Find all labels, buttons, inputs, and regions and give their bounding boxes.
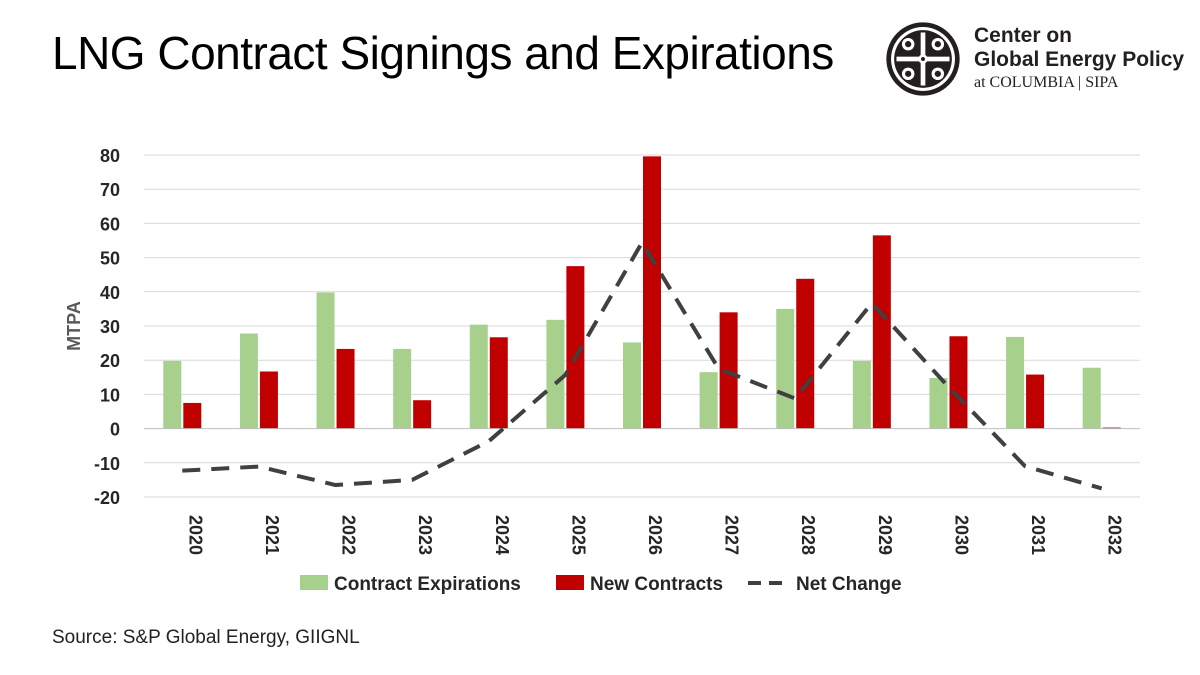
bar-contract-expirations-2029 bbox=[852, 360, 871, 429]
y-tick-label: 30 bbox=[100, 317, 120, 337]
bar-contract-expirations-2022 bbox=[316, 292, 335, 429]
bar-new-contracts-2024 bbox=[489, 337, 508, 429]
bar-new-contracts-2020 bbox=[183, 402, 202, 429]
bar-new-contracts-2022 bbox=[336, 348, 355, 429]
x-tick-label-2026: 2026 bbox=[645, 515, 665, 555]
bar-new-contracts-2025 bbox=[566, 266, 585, 429]
bar-contract-expirations-2032 bbox=[1082, 367, 1101, 429]
y-tick-label: 20 bbox=[100, 351, 120, 371]
x-tick-label-2021: 2021 bbox=[262, 515, 282, 555]
legend-new-contracts-label: New Contracts bbox=[590, 574, 723, 595]
bars bbox=[163, 156, 1121, 429]
y-tick-label: 50 bbox=[100, 249, 120, 269]
source-note: Source: S&P Global Energy, GIIGNL bbox=[52, 627, 360, 648]
legend-new-contracts: New Contracts bbox=[556, 574, 723, 595]
bar-new-contracts-2027 bbox=[719, 312, 738, 429]
y-tick-label: 60 bbox=[100, 214, 120, 234]
bar-contract-expirations-2021 bbox=[239, 333, 258, 429]
x-tick-label-2027: 2027 bbox=[722, 515, 742, 555]
y-tick-label: 10 bbox=[100, 385, 120, 405]
bar-contract-expirations-2028 bbox=[776, 308, 795, 429]
bar-new-contracts-2030 bbox=[949, 336, 968, 429]
bar-contract-expirations-2020 bbox=[163, 360, 182, 429]
logo-line-global-energy-policy: Global Energy Policy bbox=[974, 48, 1185, 71]
x-tick-label-2029: 2029 bbox=[875, 515, 895, 555]
bar-new-contracts-2031 bbox=[1026, 374, 1045, 429]
legend: Contract Expirations New Contracts Net Cha… bbox=[300, 574, 902, 595]
cgep-logo: Center on Global Energy Policy at COLUMB… bbox=[884, 20, 1194, 100]
legend-contract-expirations-label: Contract Expirations bbox=[334, 574, 521, 595]
x-tick-label-2030: 2030 bbox=[951, 515, 971, 555]
x-tick-label-2020: 2020 bbox=[185, 515, 205, 555]
x-tick-label-2024: 2024 bbox=[492, 515, 512, 555]
x-tick-label-2025: 2025 bbox=[568, 515, 588, 555]
bar-new-contracts-2032 bbox=[1102, 427, 1121, 429]
columbia-crown-emblem-icon bbox=[886, 22, 960, 96]
net-change-line bbox=[182, 240, 1103, 491]
net-change-series bbox=[182, 240, 1103, 491]
legend-net-change-label: Net Change bbox=[796, 574, 902, 595]
y-tick-label: 70 bbox=[100, 180, 120, 200]
y-axis-ticks: -20 -10 0 10 20 30 40 50 60 70 80 bbox=[94, 146, 120, 508]
bar-contract-expirations-2023 bbox=[393, 348, 412, 429]
y-axis-label: MTPA bbox=[64, 301, 84, 351]
logo-line-columbia-sipa: at COLUMBIA | SIPA bbox=[974, 74, 1119, 91]
bar-contract-expirations-2024 bbox=[469, 324, 488, 429]
page-title: LNG Contract Signings and Expirations bbox=[52, 27, 834, 79]
bar-new-contracts-2026 bbox=[643, 156, 661, 429]
x-tick-label-2032: 2032 bbox=[1105, 515, 1125, 555]
logo-line-center-on: Center on bbox=[974, 24, 1073, 47]
bar-new-contracts-2028 bbox=[796, 278, 815, 429]
y-tick-label: 40 bbox=[100, 283, 120, 303]
bar-new-contracts-2021 bbox=[259, 371, 278, 429]
y-tick-label: -10 bbox=[94, 454, 120, 474]
bar-contract-expirations-2026 bbox=[623, 342, 641, 429]
y-tick-label: 80 bbox=[100, 146, 120, 166]
bar-contract-expirations-2025 bbox=[546, 319, 565, 429]
y-tick-label: -20 bbox=[94, 488, 120, 508]
legend-net-change: Net Change bbox=[748, 574, 902, 595]
bar-contract-expirations-2031 bbox=[1006, 336, 1025, 429]
bar-new-contracts-2029 bbox=[872, 235, 891, 429]
bar-new-contracts-2023 bbox=[413, 400, 432, 429]
y-tick-label: 0 bbox=[110, 420, 120, 440]
x-tick-label-2031: 2031 bbox=[1028, 515, 1048, 555]
x-tick-label-2023: 2023 bbox=[415, 515, 435, 555]
x-axis-ticks: 2020 2021 2022 2023 2024 2025 2026 2027 2028 2029… bbox=[185, 515, 1124, 555]
bar-contract-expirations-2027 bbox=[699, 372, 718, 429]
legend-contract-expirations: Contract Expirations bbox=[300, 574, 521, 595]
x-tick-label-2022: 2022 bbox=[339, 515, 359, 555]
gridlines bbox=[144, 154, 1140, 498]
x-tick-label-2028: 2028 bbox=[798, 515, 818, 555]
legend-contract-expirations-swatch bbox=[300, 575, 328, 590]
legend-new-contracts-swatch bbox=[556, 575, 584, 590]
bar-contract-expirations-2030 bbox=[929, 377, 948, 429]
logo-text: Center on Global Energy Policy at COLUMB… bbox=[974, 24, 1184, 94]
